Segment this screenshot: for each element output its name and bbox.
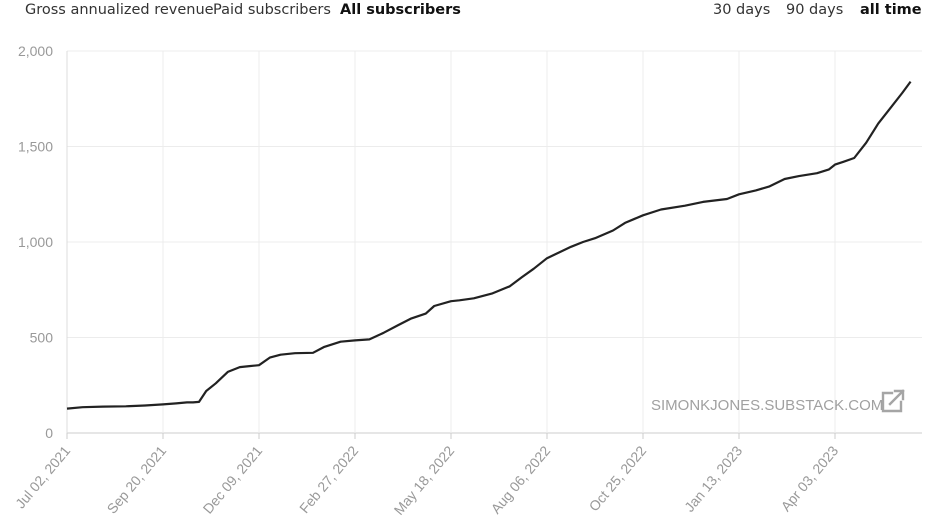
tab-90-days[interactable]: 90 days (786, 2, 844, 18)
y-tick-label: 2,000 (18, 43, 53, 59)
x-tick-label: Jul 02, 2021 (12, 442, 73, 511)
chart-grid (66, 50, 922, 434)
x-tick-label: Feb 27, 2022 (296, 442, 361, 516)
y-tick-label: 1,500 (18, 139, 53, 155)
chart-tabs: Gross annualized revenue Paid subscriber… (0, 0, 937, 22)
tab-paid-subscribers[interactable]: Paid subscribers (213, 2, 331, 18)
y-tick-label: 1,000 (18, 234, 53, 250)
x-tick-label: Sep 20, 2021 (103, 442, 169, 516)
tab-all-subscribers[interactable]: All subscribers (340, 2, 461, 18)
x-tick-label: Dec 09, 2021 (199, 442, 265, 516)
x-tick-label: Apr 03, 2023 (778, 442, 842, 514)
tab-all-time[interactable]: all time (860, 2, 922, 18)
x-tick-label: Jan 13, 2023 (681, 442, 745, 514)
subscribers-series-line (66, 80, 912, 410)
tab-gross-annualized-revenue[interactable]: Gross annualized revenue (25, 2, 214, 18)
x-tick-label: Oct 25, 2022 (586, 442, 650, 514)
x-axis: Jul 02, 2021 Sep 20, 2021 Dec 09, 2021 Feb … (12, 433, 841, 518)
x-tick-label: May 18, 2022 (391, 442, 458, 517)
y-tick-label: 0 (45, 425, 53, 441)
external-link-icon (881, 389, 905, 413)
watermark[interactable]: SIMONKJONES.SUBSTACK.COM (651, 389, 905, 414)
y-axis: 0 500 1,000 1,500 2,000 (18, 43, 53, 441)
watermark-text: SIMONKJONES.SUBSTACK.COM (651, 397, 883, 414)
y-tick-label: 500 (30, 330, 54, 346)
tab-30-days[interactable]: 30 days (713, 2, 771, 18)
x-tick-label: Aug 06, 2022 (487, 442, 553, 516)
